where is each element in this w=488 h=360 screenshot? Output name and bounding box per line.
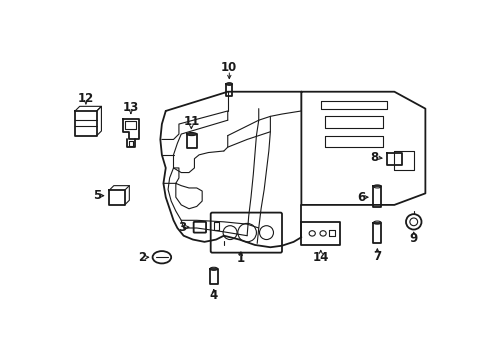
- Text: 4: 4: [209, 289, 218, 302]
- Text: 1: 1: [236, 252, 244, 265]
- Text: 6: 6: [356, 191, 365, 204]
- Text: 9: 9: [409, 232, 417, 245]
- Text: 2: 2: [138, 251, 145, 264]
- Text: 13: 13: [122, 102, 139, 114]
- Text: 10: 10: [221, 61, 237, 74]
- Text: 11: 11: [183, 115, 199, 128]
- Text: 5: 5: [92, 189, 101, 202]
- Text: 14: 14: [312, 251, 328, 264]
- Text: 12: 12: [78, 92, 94, 105]
- Text: 7: 7: [372, 250, 381, 263]
- Text: 3: 3: [178, 221, 186, 234]
- Text: 8: 8: [369, 150, 378, 164]
